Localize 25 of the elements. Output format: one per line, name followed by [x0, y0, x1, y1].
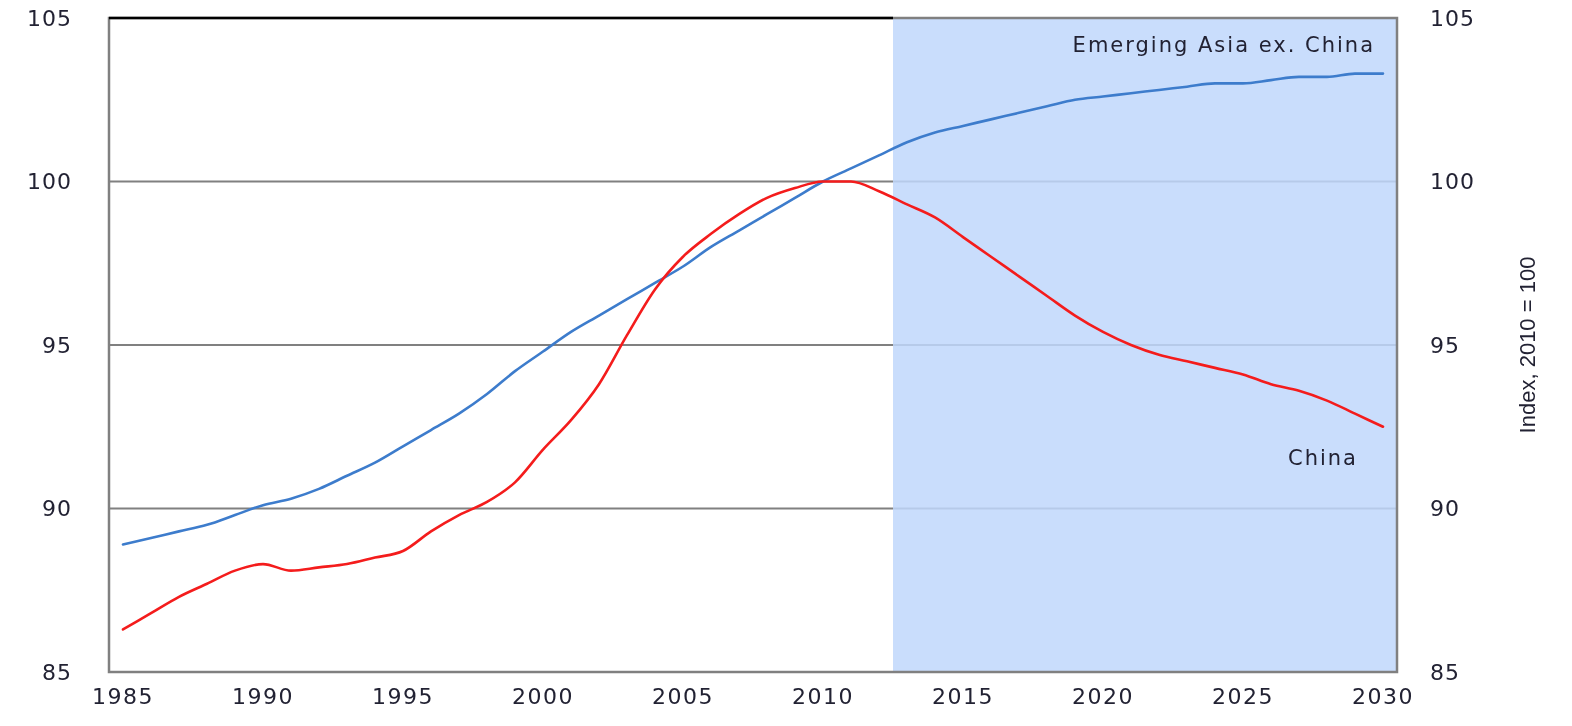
x-tick-label: 2025 [1212, 684, 1274, 709]
x-tick-label: 2005 [652, 684, 714, 709]
y2-tick-label: 85 [1430, 659, 1460, 685]
line-series [121, 180, 1385, 631]
x-tick-label: 2010 [792, 684, 854, 709]
line-series [121, 72, 1385, 546]
y-tick-label: 105 [27, 5, 72, 31]
y2-tick-label: 90 [1430, 496, 1460, 522]
y-tick-label: 95 [42, 332, 72, 358]
x-tick-label: 1985 [92, 684, 154, 709]
y2-tick-label: 95 [1430, 332, 1460, 358]
x-tick-label: 2020 [1072, 684, 1134, 709]
y-tick-label: 90 [42, 496, 72, 522]
x-tick-label: 2030 [1352, 684, 1414, 709]
y-tick-label: 100 [27, 169, 72, 195]
x-tick-label: 1995 [372, 684, 434, 709]
y2-axis-title: Index, 2010 = 100 [1514, 256, 1540, 434]
y2-tick-label: 105 [1430, 5, 1475, 31]
y2-tick-label: 100 [1430, 169, 1475, 195]
y-tick-label: 85 [42, 659, 72, 685]
series-label: China [1288, 445, 1358, 470]
x-tick-label: 2000 [512, 684, 574, 709]
series-label: Emerging Asia ex. China [1072, 32, 1375, 57]
x-tick-label: 1990 [232, 684, 294, 709]
x-tick-label: 2015 [932, 684, 994, 709]
